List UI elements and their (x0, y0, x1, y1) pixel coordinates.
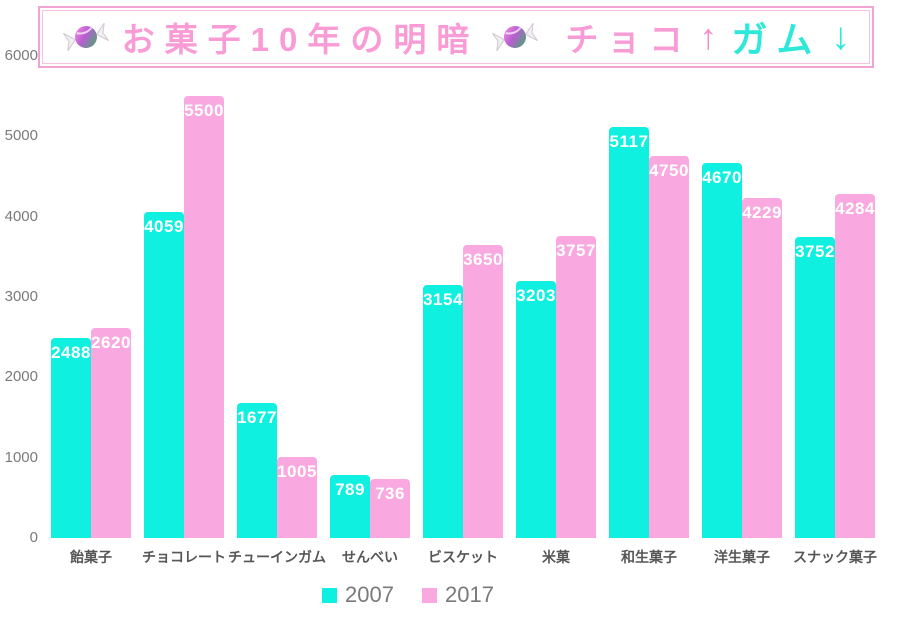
bar-value-label: 3650 (463, 249, 503, 269)
bar-value-label: 789 (335, 479, 365, 499)
bar-2017: 4284 (835, 193, 875, 538)
bar-value-label: 4284 (835, 198, 875, 218)
up-arrow-icon: ↑ (699, 16, 718, 57)
legend-item: 2007 (322, 582, 394, 608)
legend: 2007 2017 (0, 582, 858, 608)
bar-value-label: 4670 (702, 167, 742, 187)
bar-2007: 3154 (423, 284, 463, 538)
bar-2007: 4059 (144, 211, 184, 538)
candy-icon (62, 20, 110, 54)
bar-value-label: 5117 (609, 131, 649, 151)
bar-value-label: 4750 (649, 161, 689, 181)
bar-2017: 5500 (184, 96, 224, 538)
bar-value-label: 2488 (51, 343, 91, 363)
title-gum-label: ガム (731, 19, 822, 60)
bar-2007: 2488 (51, 338, 91, 538)
bar-value-label: 3757 (556, 241, 596, 261)
bar-value-label: 3154 (423, 289, 463, 309)
y-tick-label: 4000 (4, 207, 38, 225)
legend-label: 2017 (445, 582, 494, 607)
bar-2017: 3757 (556, 236, 596, 538)
bar-value-label: 736 (375, 483, 405, 503)
bar-2007: 4670 (702, 162, 742, 538)
y-tick-label: 5000 (4, 127, 38, 145)
title-banner: お菓子10年の明暗 チョコ ↑ ガム (38, 6, 874, 68)
legend-label: 2007 (345, 582, 394, 607)
bar-2017: 2620 (91, 327, 131, 538)
y-tick-label: 2000 (4, 368, 38, 386)
y-axis: 0 1000 2000 3000 4000 5000 6000 (0, 0, 42, 618)
chart-title: お菓子10年の明暗 (121, 21, 480, 58)
bar-2007: 1677 (237, 403, 277, 538)
bar-value-label: 4059 (144, 216, 184, 236)
bar-value-label: 1677 (237, 408, 277, 428)
legend-swatch (322, 587, 338, 603)
bar-value-label: 2620 (91, 332, 131, 352)
down-arrow-icon: ↓ (831, 15, 851, 58)
y-tick-label: 0 (29, 529, 38, 546)
bar-value-label: 3752 (795, 241, 835, 261)
bar-2007: 789 (330, 474, 370, 538)
bar-2017: 736 (370, 478, 410, 538)
legend-swatch (422, 587, 437, 603)
bar-value-label: 5500 (184, 101, 224, 121)
title-choco-label: チョコ (565, 21, 692, 58)
bar-value-label: 1005 (277, 462, 317, 482)
bar-value-label: 4229 (742, 203, 782, 223)
bar-2017: 1005 (277, 457, 317, 538)
bar-2007: 3203 (516, 280, 556, 538)
y-tick-label: 1000 (4, 448, 38, 466)
legend-item: 2017 (422, 582, 494, 608)
bar-2017: 4229 (742, 198, 782, 538)
candy-icon (491, 20, 539, 54)
y-tick-label: 6000 (4, 47, 38, 64)
bar-2017: 3650 (463, 244, 503, 538)
bar-value-label: 3203 (516, 285, 556, 305)
bar-2007: 3752 (795, 236, 835, 538)
bar-2007: 5117 (609, 126, 649, 538)
y-tick-label: 3000 (4, 288, 38, 305)
bar-2017: 4750 (649, 156, 689, 538)
